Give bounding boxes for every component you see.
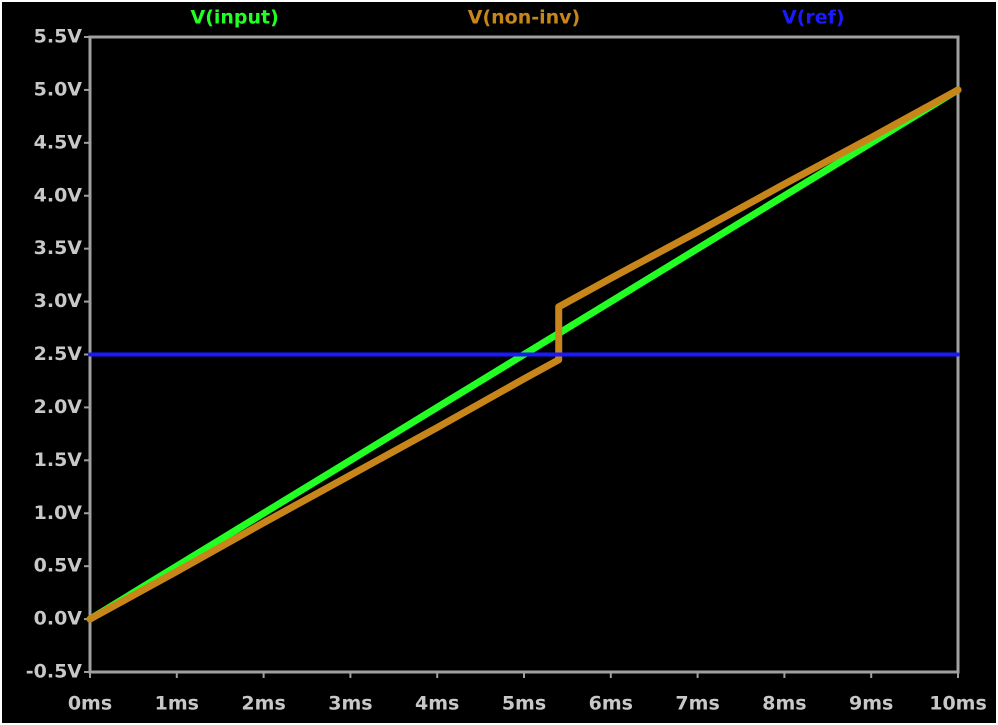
y-tick-label: 5.5V [34,26,83,48]
x-tick-label: 9ms [849,693,893,715]
legend-entry: V(non-inv) [468,7,581,29]
y-tick-label: -0.5V [26,661,83,683]
x-tick-label: 0ms [68,693,112,715]
y-tick-label: 1.5V [34,449,83,471]
y-tick-label: 1.0V [34,502,83,524]
y-tick-label: 5.0V [34,78,83,100]
x-tick-label: 10ms [929,693,987,715]
x-tick-label: 6ms [589,693,633,715]
x-tick-label: 2ms [241,693,285,715]
x-tick-label: 7ms [675,693,719,715]
y-tick-label: 0.5V [34,555,83,577]
y-tick-label: 3.5V [34,237,83,259]
y-tick-label: 2.0V [34,396,83,418]
x-tick-label: 1ms [155,693,199,715]
series-line [86,86,962,623]
y-tick-label: 4.5V [34,131,83,153]
x-tick-label: 5ms [502,693,546,715]
x-tick-label: 8ms [762,693,806,715]
y-tick-label: 3.0V [34,290,83,312]
y-tick-label: 2.5V [34,343,83,365]
y-tick-label: 4.0V [34,184,83,206]
x-tick-label: 3ms [328,693,372,715]
y-tick-label: 0.0V [34,608,83,630]
legend-entry: V(input) [191,7,279,29]
x-tick-label: 4ms [415,693,459,715]
series-line [86,86,962,623]
legend-entry: V(ref) [782,7,845,29]
